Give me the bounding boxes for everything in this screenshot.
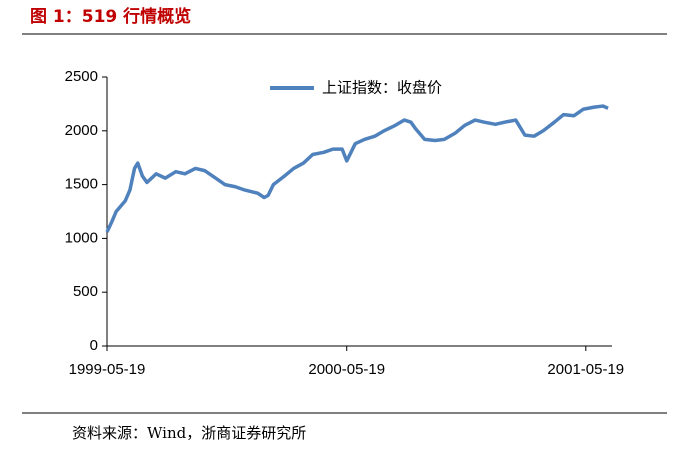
y-tick-label: 1500 bbox=[65, 176, 98, 193]
y-tick-label: 0 bbox=[90, 337, 98, 354]
y-tick-label: 1000 bbox=[65, 229, 98, 246]
y-tick-label: 500 bbox=[73, 283, 98, 300]
legend-label: 上证指数：收盘价 bbox=[322, 79, 442, 97]
x-tick-label: 2000-05-19 bbox=[308, 361, 385, 378]
series-line bbox=[105, 104, 609, 233]
x-tick-label: 1999-05-19 bbox=[69, 361, 146, 378]
x-tick-label: 2001-05-19 bbox=[547, 361, 624, 378]
y-tick-label: 2500 bbox=[65, 68, 98, 85]
chart-title: 图 1：519 行情概览 bbox=[30, 6, 191, 27]
source: 资料来源：Wind，浙商证券研究所 bbox=[72, 424, 306, 442]
y-tick-label: 2000 bbox=[65, 122, 98, 139]
